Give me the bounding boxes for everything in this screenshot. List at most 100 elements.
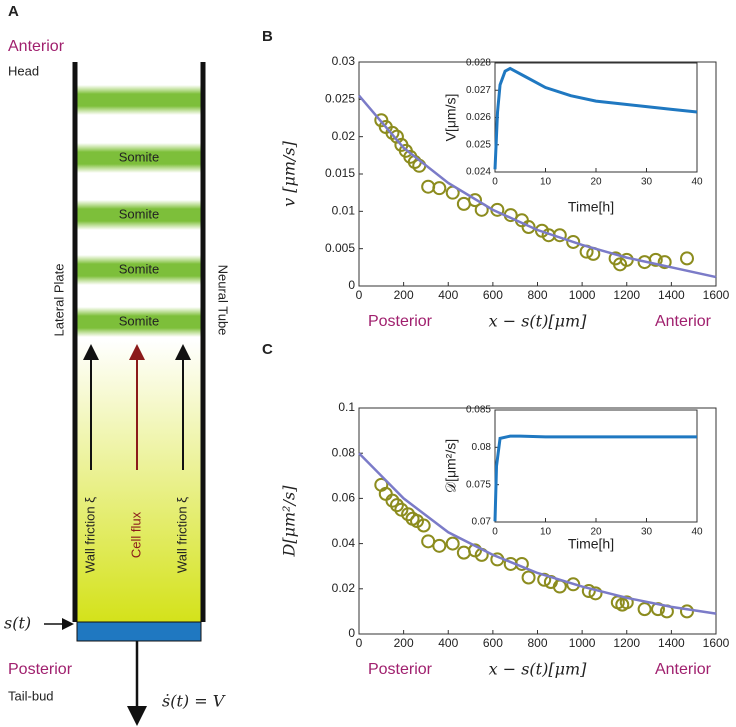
y-tick-label: 0.075 bbox=[466, 479, 491, 490]
y-tick-label: 0.024 bbox=[466, 167, 491, 178]
wall-friction-label: Wall friction ξ bbox=[174, 497, 189, 573]
annotation: Posterior bbox=[368, 661, 433, 678]
line bbox=[493, 66, 698, 170]
y-tick-label: 0.025 bbox=[466, 139, 491, 150]
point bbox=[657, 255, 672, 270]
x-tick-label: 1600 bbox=[703, 288, 730, 302]
x-tick-label: 1000 bbox=[569, 636, 596, 650]
point bbox=[445, 536, 460, 551]
y-tick-label: 0.085 bbox=[466, 405, 491, 416]
point bbox=[468, 193, 483, 208]
somite-band bbox=[77, 255, 201, 285]
y-tick-label: 0.08 bbox=[472, 442, 492, 453]
line bbox=[493, 434, 697, 522]
y-tick-label: 0.07 bbox=[472, 517, 492, 528]
front-label: s(t) bbox=[4, 614, 31, 633]
x-axis-label: x − s(t)[μm] bbox=[489, 312, 588, 331]
y-tick-label: 0.1 bbox=[338, 400, 355, 414]
x-axis-label: Time[h] bbox=[568, 199, 614, 215]
point bbox=[648, 252, 663, 267]
point bbox=[389, 129, 404, 144]
posterior-label: Posterior bbox=[8, 661, 73, 678]
x-tick-label: 1200 bbox=[613, 636, 640, 650]
point bbox=[432, 181, 447, 196]
x-tick-label: 0 bbox=[356, 636, 363, 650]
y-tick-label: 0.08 bbox=[332, 445, 356, 459]
point bbox=[401, 507, 416, 522]
y-tick-label: 0.04 bbox=[332, 536, 356, 550]
y-axis-label: D[μm²/s] bbox=[280, 485, 299, 558]
point bbox=[521, 570, 536, 585]
point bbox=[588, 586, 603, 601]
somite-label: Somite bbox=[119, 261, 159, 276]
somite-band bbox=[77, 200, 201, 230]
line bbox=[358, 452, 717, 615]
somite-band bbox=[77, 307, 201, 337]
x-tick-label: 800 bbox=[527, 288, 547, 302]
x-tick-label: 1200 bbox=[613, 288, 640, 302]
point bbox=[389, 498, 404, 513]
x-tick-label: 0 bbox=[356, 288, 363, 302]
point bbox=[566, 577, 581, 592]
x-tick-label: 0 bbox=[492, 527, 498, 538]
point bbox=[385, 493, 400, 508]
lateral-plate-label: Lateral Plate bbox=[51, 264, 66, 337]
y-tick-label: 0.01 bbox=[332, 204, 356, 218]
velocity-label: ṡ(t) = V bbox=[162, 692, 226, 711]
x-tick-label: 20 bbox=[590, 527, 602, 538]
y-tick-label: 0 bbox=[348, 626, 355, 640]
somite-band bbox=[77, 85, 201, 115]
x-tick-label: 400 bbox=[438, 288, 458, 302]
point bbox=[619, 595, 634, 610]
point bbox=[432, 538, 447, 553]
y-tick-label: 0.028 bbox=[466, 58, 491, 69]
tube-gradient bbox=[77, 340, 201, 622]
x-tick-label: 40 bbox=[691, 527, 703, 538]
x-tick-label: 1600 bbox=[703, 636, 730, 650]
x-tick-label: 600 bbox=[483, 636, 503, 650]
line bbox=[358, 94, 717, 279]
y-axis-label: V[μm/s] bbox=[443, 94, 459, 142]
x-axis-label: x − s(t)[μm] bbox=[489, 660, 588, 679]
point bbox=[637, 602, 652, 617]
y-tick-label: 0 bbox=[348, 278, 355, 292]
x-tick-label: 40 bbox=[691, 177, 703, 188]
wall-friction-label: Wall friction ξ bbox=[82, 497, 97, 573]
neural-tube-label: Neural Tube bbox=[216, 265, 231, 336]
y-axis-label: 𝒟[μm²/s] bbox=[443, 439, 459, 493]
x-tick-label: 1400 bbox=[658, 636, 685, 650]
anterior-label: Anterior bbox=[8, 38, 65, 55]
panel-a: A Anterior Head Somite Somite Somite Som… bbox=[4, 3, 231, 726]
point bbox=[521, 220, 536, 235]
point bbox=[679, 251, 694, 266]
x-tick-label: 1400 bbox=[658, 288, 685, 302]
annotation: Posterior bbox=[368, 313, 433, 330]
x-tick-label: 20 bbox=[590, 177, 602, 188]
point bbox=[416, 518, 431, 533]
point bbox=[566, 234, 581, 249]
x-tick-label: 10 bbox=[540, 177, 552, 188]
cell-flux-label: Cell flux bbox=[128, 511, 143, 558]
somite-band bbox=[77, 143, 201, 173]
y-tick-label: 0.02 bbox=[332, 129, 356, 143]
point bbox=[385, 125, 400, 140]
inset-frame bbox=[494, 409, 698, 523]
x-tick-label: 800 bbox=[527, 636, 547, 650]
x-tick-label: 30 bbox=[641, 177, 653, 188]
x-tick-label: 10 bbox=[540, 527, 552, 538]
x-tick-label: 30 bbox=[641, 527, 653, 538]
panel-label: C bbox=[262, 341, 273, 358]
inset-frame bbox=[494, 62, 698, 173]
somite-label: Somite bbox=[119, 313, 159, 328]
point bbox=[581, 584, 596, 599]
annotation: Anterior bbox=[655, 661, 712, 678]
panel-label: B bbox=[262, 28, 273, 45]
y-tick-label: 0.027 bbox=[466, 85, 491, 96]
somite-label: Somite bbox=[119, 206, 159, 221]
y-tick-label: 0.005 bbox=[325, 241, 355, 255]
y-axis-label: v [μm/s] bbox=[280, 140, 299, 207]
annotation: Anterior bbox=[655, 313, 712, 330]
head-label: Head bbox=[8, 63, 39, 78]
y-tick-label: 0.03 bbox=[332, 54, 356, 68]
